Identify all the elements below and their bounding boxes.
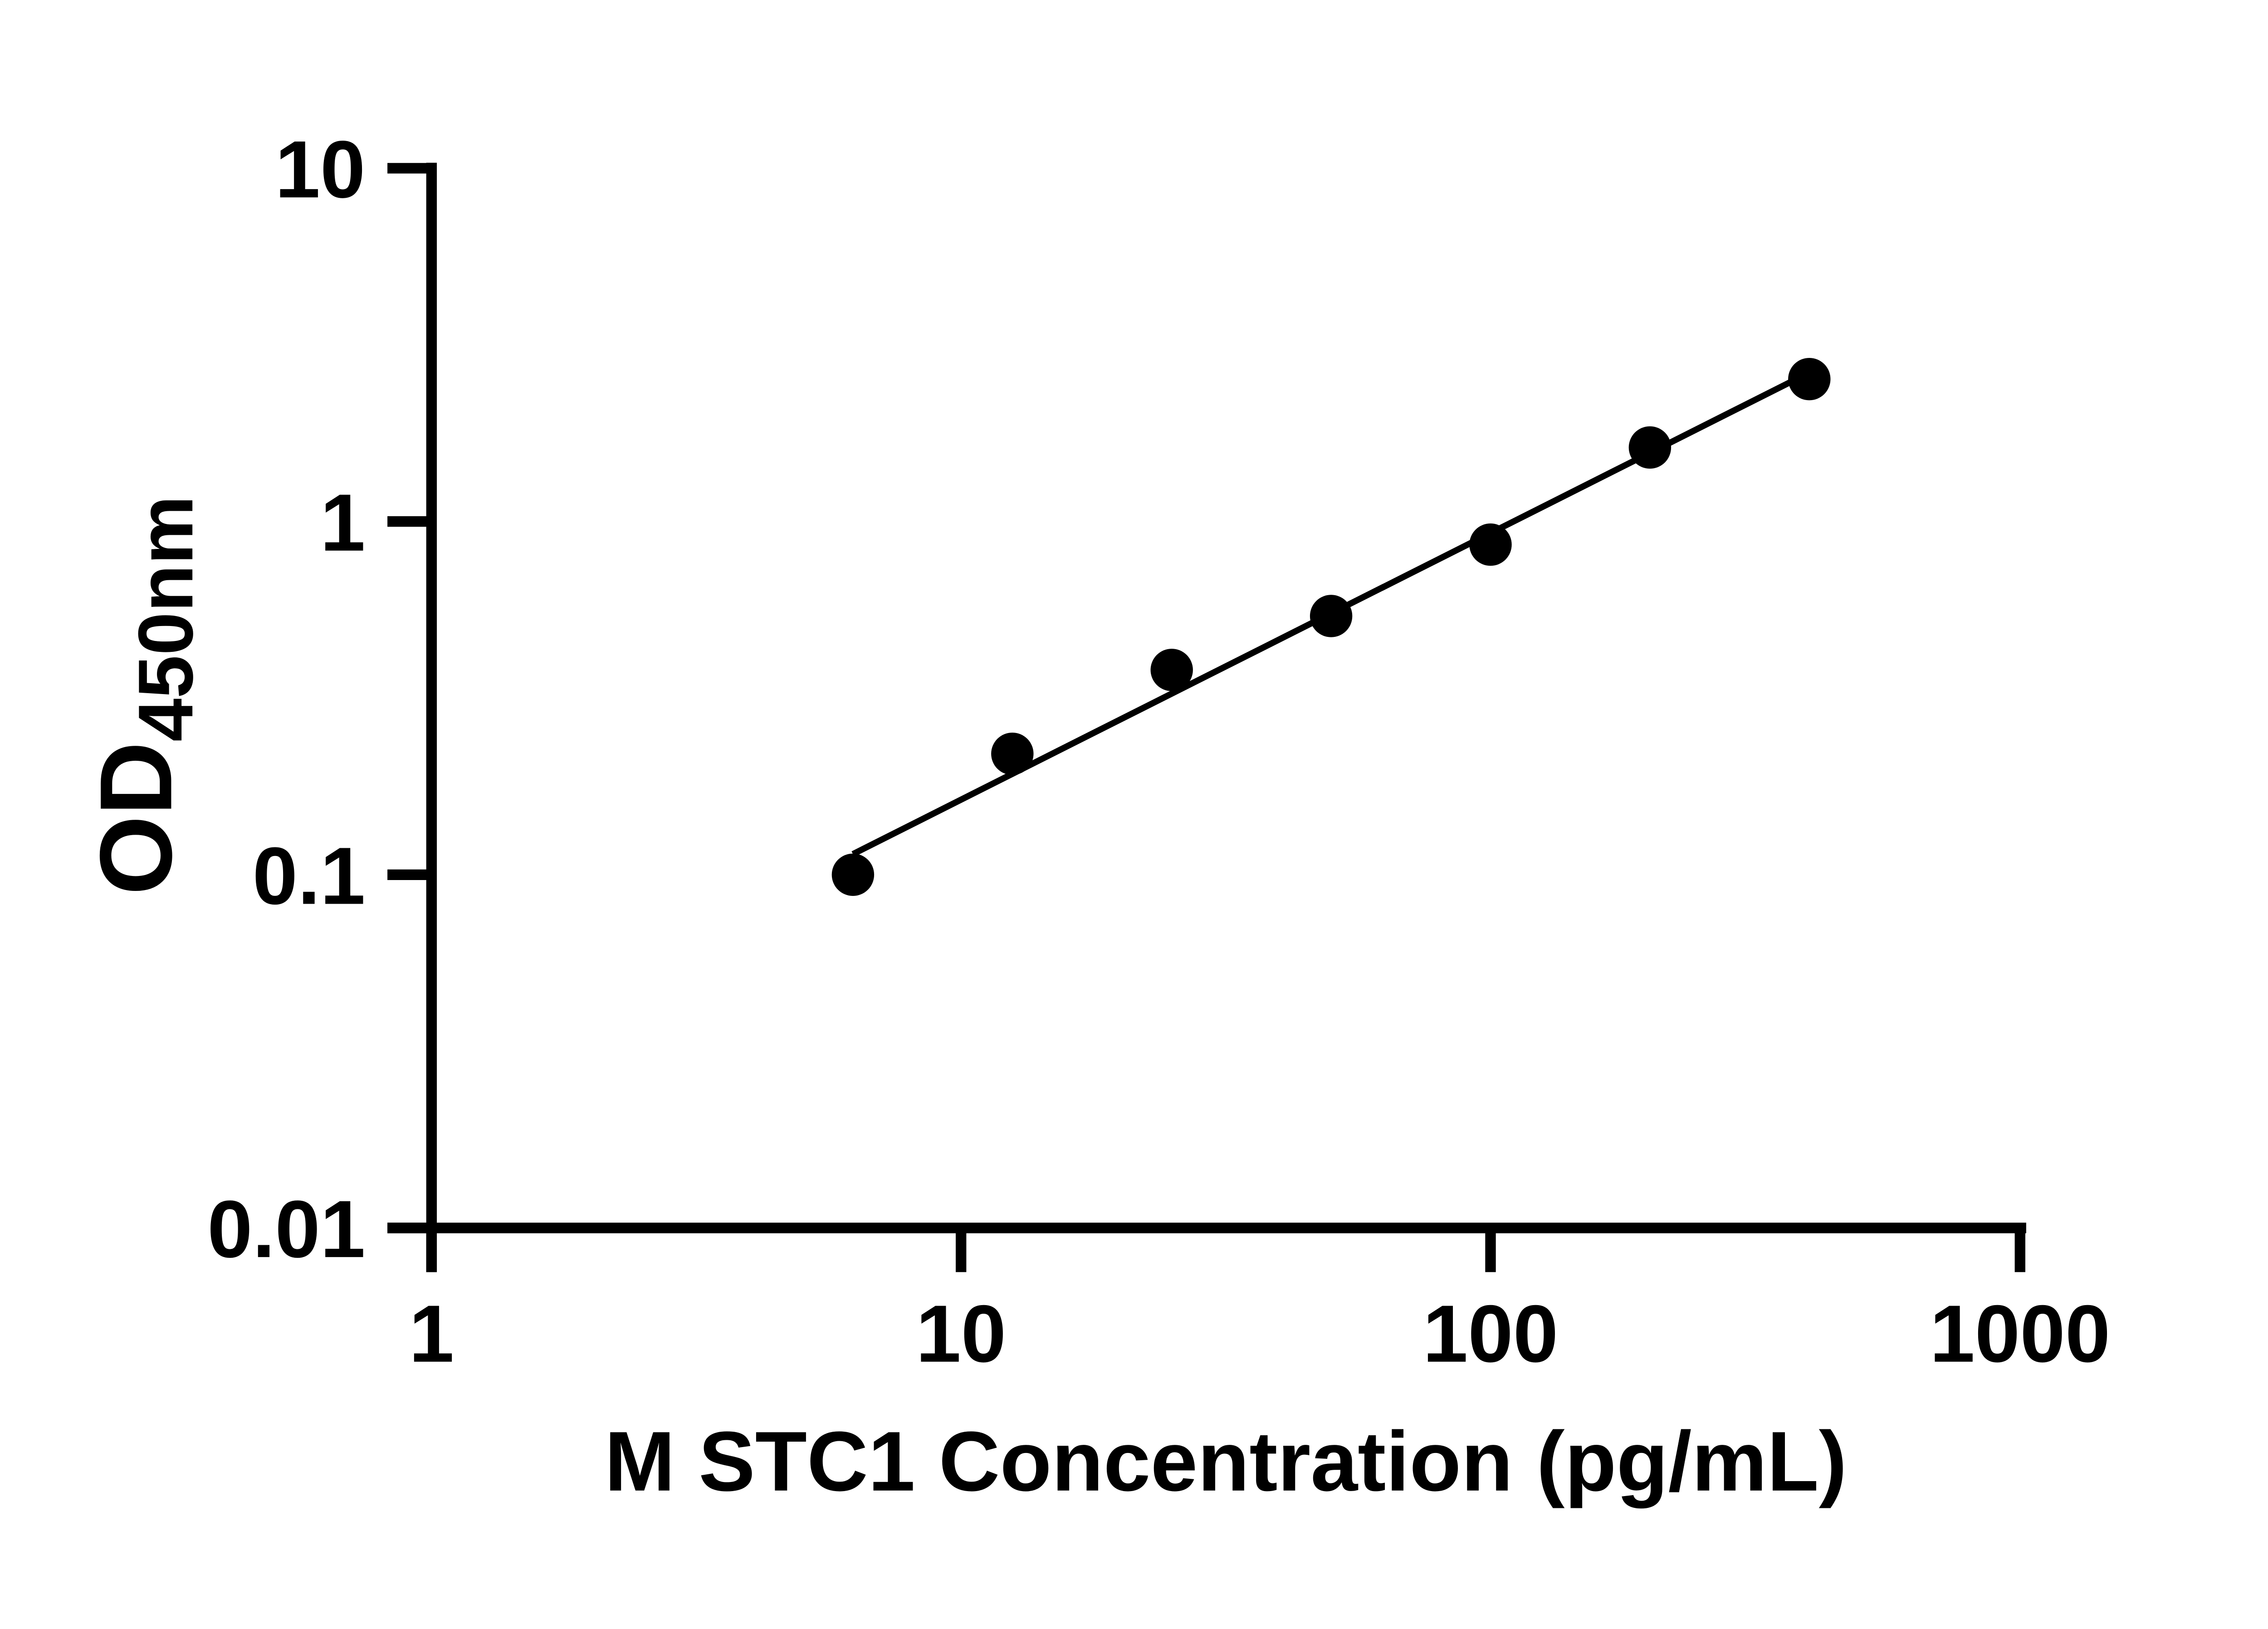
x-tick-label: 100 bbox=[1423, 1288, 1559, 1379]
data-point-marker bbox=[1788, 357, 1831, 401]
axes bbox=[387, 162, 2026, 1272]
data-point-marker bbox=[991, 732, 1034, 775]
data-points bbox=[831, 357, 1831, 896]
y-tick-label: 1 bbox=[320, 477, 366, 568]
x-axis-ticks bbox=[426, 1228, 2025, 1272]
x-tick-label: 10 bbox=[916, 1288, 1006, 1379]
data-point-marker bbox=[1469, 523, 1512, 566]
data-point-marker bbox=[1310, 595, 1353, 637]
y-tick-label: 10 bbox=[275, 124, 365, 215]
y-axis-title: OD450nm bbox=[78, 495, 209, 895]
x-axis-title: M STC1 Concentration (pg/mL) bbox=[605, 1414, 1847, 1509]
y-tick-label: 0.1 bbox=[253, 830, 366, 921]
y-axis-ticks bbox=[387, 163, 432, 1233]
plot-background bbox=[0, 22, 2268, 1607]
y-tick-label: 0.01 bbox=[207, 1184, 365, 1274]
x-tick-label: 1000 bbox=[1930, 1288, 2110, 1379]
y-axis-tick-labels: 0.01 0.1 1 10 bbox=[207, 124, 365, 1274]
data-point-marker bbox=[831, 853, 875, 896]
data-point-marker bbox=[1628, 426, 1672, 469]
y-axis-title-subscript: 450nm bbox=[122, 495, 209, 741]
y-axis-title-main: OD bbox=[78, 742, 193, 895]
data-point-marker bbox=[1150, 649, 1193, 691]
x-tick-label: 1 bbox=[409, 1288, 455, 1379]
x-axis-tick-labels: 1 10 100 1000 bbox=[409, 1288, 2111, 1379]
